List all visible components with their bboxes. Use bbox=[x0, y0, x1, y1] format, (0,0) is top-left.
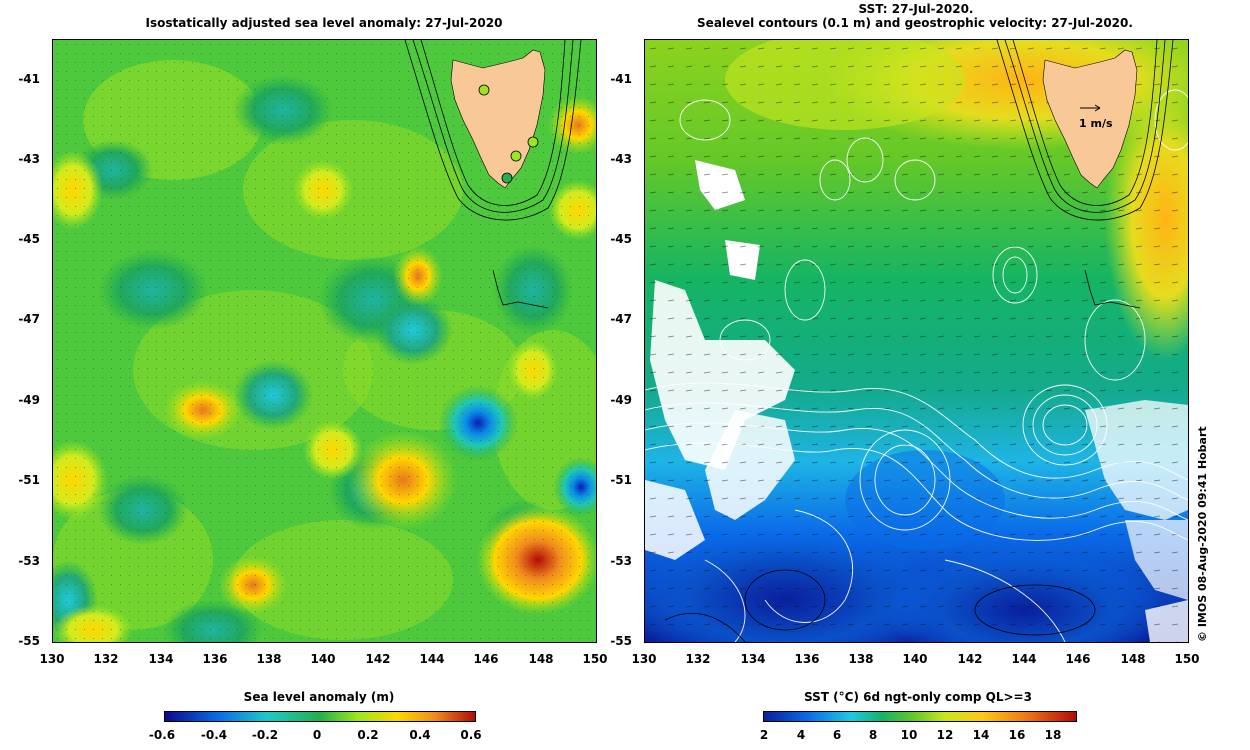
x-tick: 132 bbox=[93, 652, 119, 666]
y-tick: -41 bbox=[18, 72, 40, 86]
colorbar-tick: 4 bbox=[796, 728, 806, 742]
y-tick: -51 bbox=[610, 473, 632, 487]
left-map-title: Isostatically adjusted sea level anomaly… bbox=[145, 16, 503, 30]
y-tick: -51 bbox=[18, 473, 40, 487]
colorbar-tick: -0.6 bbox=[148, 728, 176, 742]
right-colorbar bbox=[763, 711, 1077, 722]
colorbar-tick: 14 bbox=[972, 728, 990, 742]
colorbar-tick: 12 bbox=[936, 728, 954, 742]
colorbar-tick: 6 bbox=[832, 728, 842, 742]
x-tick: 130 bbox=[631, 652, 657, 666]
colorbar-tick: -0.4 bbox=[200, 728, 228, 742]
right-map-title-line2: Sealevel contours (0.1 m) and geostrophi… bbox=[697, 16, 1133, 30]
y-tick: -45 bbox=[18, 232, 40, 246]
x-tick: 148 bbox=[528, 652, 554, 666]
y-tick: -43 bbox=[18, 152, 40, 166]
left-colorbar bbox=[164, 711, 476, 722]
colorbar-tick: 16 bbox=[1008, 728, 1026, 742]
x-tick: 146 bbox=[1065, 652, 1091, 666]
y-tick: -45 bbox=[610, 232, 632, 246]
colorbar-tick: 2 bbox=[759, 728, 769, 742]
colorbar-tick: 18 bbox=[1044, 728, 1062, 742]
left-colorbar-label: Sea level anomaly (m) bbox=[243, 690, 395, 704]
right-colorbar-label: SST (°C) 6d ngt-only comp QL>=3 bbox=[804, 690, 1032, 704]
x-tick: 138 bbox=[848, 652, 874, 666]
x-tick: 144 bbox=[419, 652, 445, 666]
y-tick: -49 bbox=[18, 393, 40, 407]
x-tick: 136 bbox=[794, 652, 820, 666]
x-tick: 130 bbox=[39, 652, 65, 666]
x-tick: 138 bbox=[256, 652, 282, 666]
x-tick: 134 bbox=[740, 652, 766, 666]
sst-map: 1 m/s bbox=[644, 39, 1189, 643]
y-tick: -49 bbox=[610, 393, 632, 407]
credit-text: © IMOS 08-Aug-2020 09:41 Hobart bbox=[1196, 426, 1209, 642]
colorbar-tick: 0.2 bbox=[357, 728, 379, 742]
y-tick: -55 bbox=[18, 634, 40, 648]
sea-level-anomaly-map bbox=[52, 39, 597, 643]
x-tick: 150 bbox=[582, 652, 608, 666]
y-tick: -47 bbox=[610, 312, 632, 326]
colorbar-tick: 0.4 bbox=[409, 728, 431, 742]
y-tick: -53 bbox=[610, 554, 632, 568]
x-tick: 142 bbox=[957, 652, 983, 666]
y-tick: -53 bbox=[18, 554, 40, 568]
x-tick: 136 bbox=[202, 652, 228, 666]
velocity-scale-label: 1 m/s bbox=[1079, 117, 1113, 130]
colorbar-tick: 10 bbox=[900, 728, 918, 742]
colorbar-tick: -0.2 bbox=[251, 728, 279, 742]
x-tick: 144 bbox=[1011, 652, 1037, 666]
y-tick: -55 bbox=[610, 634, 632, 648]
x-tick: 132 bbox=[685, 652, 711, 666]
y-tick: -43 bbox=[610, 152, 632, 166]
x-tick: 148 bbox=[1120, 652, 1146, 666]
x-tick: 150 bbox=[1174, 652, 1200, 666]
x-tick: 140 bbox=[902, 652, 928, 666]
y-tick: -47 bbox=[18, 312, 40, 326]
colorbar-tick: 0.6 bbox=[460, 728, 482, 742]
x-tick: 140 bbox=[310, 652, 336, 666]
colorbar-tick: 0 bbox=[312, 728, 322, 742]
y-tick: -41 bbox=[610, 72, 632, 86]
x-tick: 142 bbox=[365, 652, 391, 666]
x-tick: 134 bbox=[148, 652, 174, 666]
right-map-title-line1: SST: 27-Jul-2020. bbox=[858, 2, 974, 16]
colorbar-tick: 8 bbox=[868, 728, 878, 742]
x-tick: 146 bbox=[473, 652, 499, 666]
